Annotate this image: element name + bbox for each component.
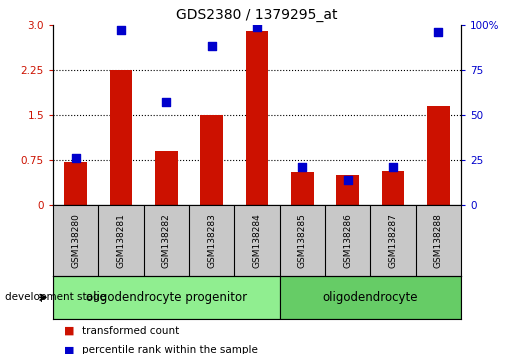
Text: GSM138288: GSM138288 — [434, 213, 443, 268]
Title: GDS2380 / 1379295_at: GDS2380 / 1379295_at — [176, 8, 338, 22]
Point — [253, 24, 261, 29]
Bar — [64, 162, 87, 205]
Point — [389, 165, 398, 170]
Text: GSM138282: GSM138282 — [162, 213, 171, 268]
Text: ■: ■ — [64, 345, 74, 354]
Bar — [110, 70, 132, 205]
Text: GSM138285: GSM138285 — [298, 213, 307, 268]
Bar — [155, 151, 178, 205]
Point — [72, 155, 80, 161]
Bar — [246, 31, 268, 205]
Text: transformed count: transformed count — [82, 326, 179, 336]
FancyBboxPatch shape — [53, 276, 280, 319]
Bar — [200, 115, 223, 205]
Point — [117, 27, 125, 33]
Point — [207, 44, 216, 49]
Text: percentile rank within the sample: percentile rank within the sample — [82, 345, 258, 354]
Text: GSM138283: GSM138283 — [207, 213, 216, 268]
Bar — [337, 175, 359, 205]
Text: GSM138280: GSM138280 — [71, 213, 80, 268]
Text: oligodendrocyte progenitor: oligodendrocyte progenitor — [86, 291, 247, 304]
Text: ■: ■ — [64, 326, 74, 336]
Point — [162, 99, 171, 105]
Text: GSM138281: GSM138281 — [117, 213, 126, 268]
Text: GSM138286: GSM138286 — [343, 213, 352, 268]
Bar — [291, 172, 314, 205]
FancyBboxPatch shape — [280, 276, 461, 319]
Text: GSM138284: GSM138284 — [253, 213, 261, 268]
Bar — [427, 106, 450, 205]
Point — [343, 177, 352, 183]
Point — [434, 29, 443, 35]
Point — [298, 165, 307, 170]
Text: oligodendrocyte: oligodendrocyte — [323, 291, 418, 304]
Bar — [382, 171, 404, 205]
Text: GSM138287: GSM138287 — [388, 213, 398, 268]
Text: development stage: development stage — [5, 292, 107, 302]
